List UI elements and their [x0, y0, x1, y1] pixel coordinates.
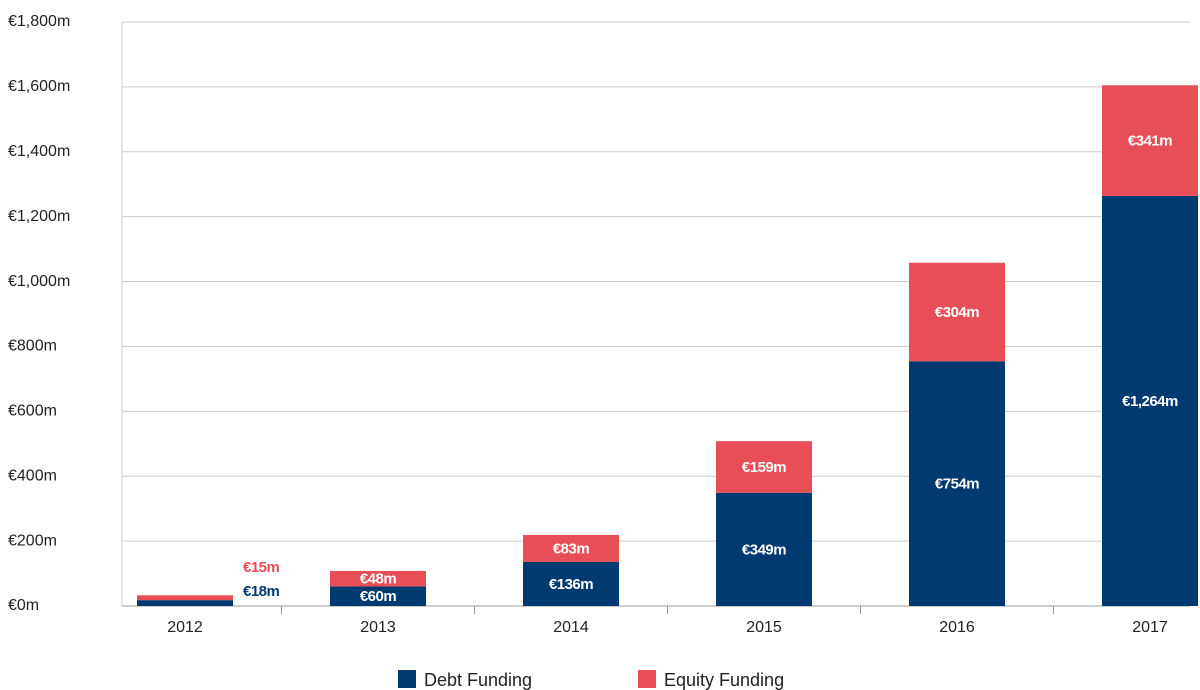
- legend-label: Equity Funding: [664, 670, 784, 690]
- y-tick-label: €1,800m: [8, 13, 70, 30]
- x-tick-label: 2013: [360, 619, 396, 636]
- legend-swatch: [398, 670, 416, 688]
- x-tick-label: 2012: [167, 619, 203, 636]
- x-tick-label: 2015: [746, 619, 782, 636]
- value-label: €48m: [360, 571, 397, 588]
- legend-swatch: [638, 670, 656, 688]
- value-label: €18m: [243, 583, 280, 600]
- value-label: €349m: [742, 541, 786, 558]
- x-tick-label: 2017: [1132, 619, 1168, 636]
- bar-segment: [523, 534, 619, 562]
- value-label: €159m: [742, 459, 786, 476]
- legend-label: Debt Funding: [424, 670, 532, 690]
- bar-segment: [137, 595, 233, 601]
- y-tick-label: €1,200m: [8, 208, 70, 225]
- value-label: €60m: [360, 588, 397, 605]
- bar-segment: [137, 600, 233, 606]
- y-tick-label: €400m: [8, 467, 57, 484]
- bar-segment: [1102, 195, 1198, 606]
- bar-segment: [909, 361, 1005, 606]
- x-tick-label: 2014: [553, 619, 589, 636]
- value-label: €15m: [243, 559, 280, 576]
- x-tick-label: 2016: [939, 619, 975, 636]
- y-tick-label: €0m: [8, 597, 39, 614]
- value-label: €83m: [553, 540, 590, 557]
- y-tick-label: €1,600m: [8, 78, 70, 95]
- y-tick-label: €1,400m: [8, 143, 70, 160]
- value-label: €754m: [935, 476, 979, 493]
- bar-segment: [716, 492, 812, 606]
- bar-segment: [1102, 85, 1198, 196]
- bar-segment: [330, 570, 426, 587]
- value-label: €341m: [1128, 133, 1172, 150]
- y-tick-label: €1,000m: [8, 273, 70, 290]
- bar-segment: [523, 561, 619, 606]
- bar-segment: [909, 262, 1005, 362]
- value-label: €304m: [935, 304, 979, 321]
- bar-segment: [330, 586, 426, 606]
- y-tick-label: €800m: [8, 338, 57, 355]
- y-tick-label: €200m: [8, 532, 57, 549]
- y-tick-label: €600m: [8, 403, 57, 420]
- value-label: €136m: [549, 576, 593, 593]
- value-label: €1,264m: [1122, 393, 1178, 410]
- bar-segment: [716, 441, 812, 493]
